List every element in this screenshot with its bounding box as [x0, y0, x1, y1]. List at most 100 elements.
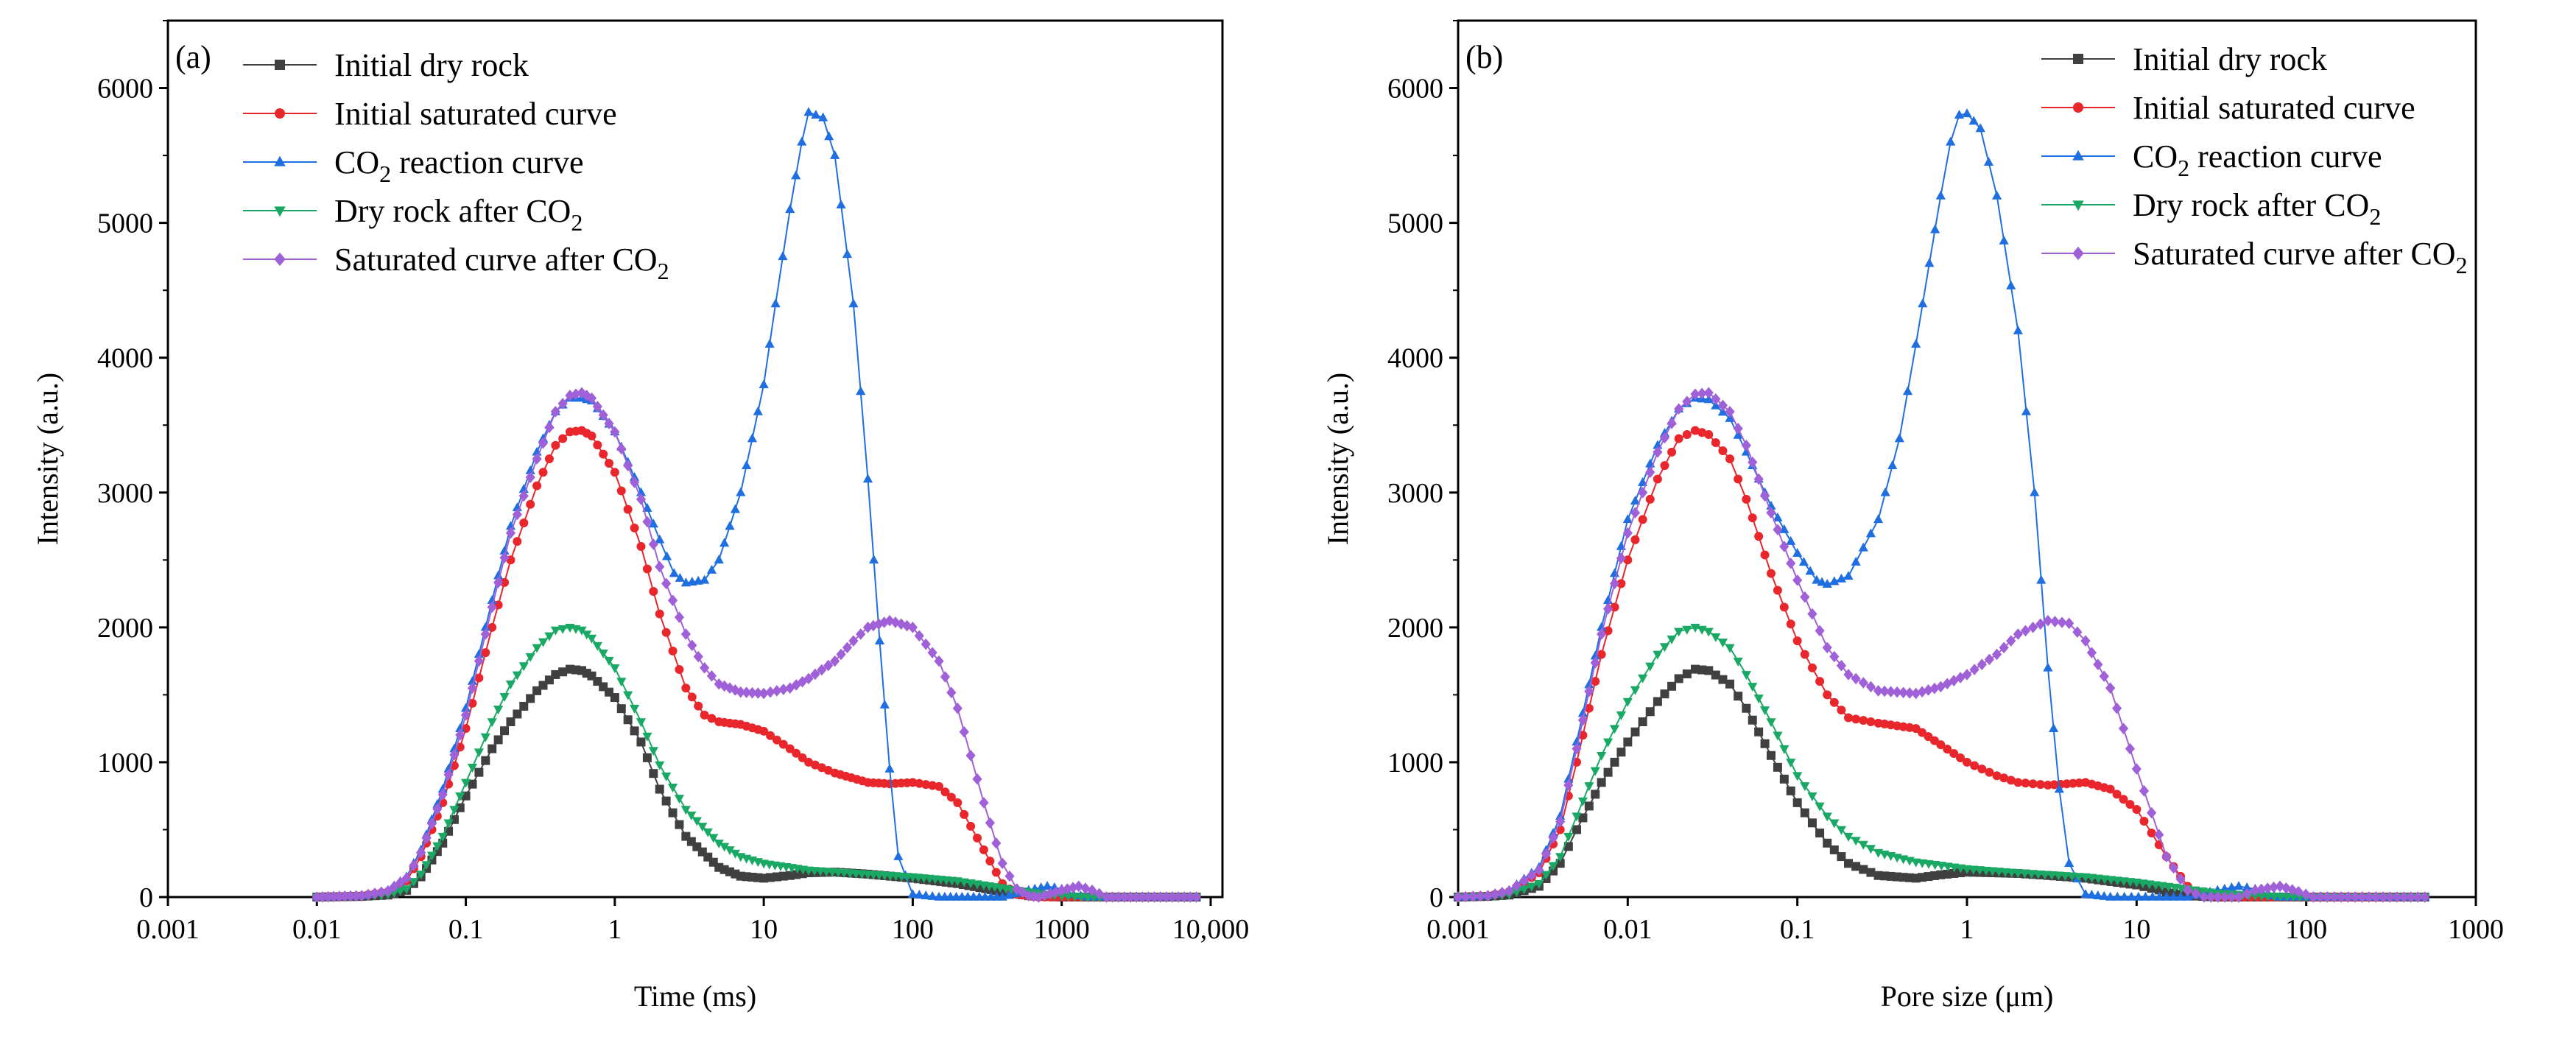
- data-point: [1766, 507, 1776, 519]
- data-point: [1734, 692, 1743, 701]
- data-point: [598, 649, 608, 658]
- data-point: [1786, 619, 1795, 629]
- x-tick-label: 0.1: [1780, 914, 1815, 945]
- data-point: [642, 753, 652, 762]
- y-tick-label: 1000: [1387, 748, 1443, 778]
- data-point: [455, 803, 465, 812]
- data-point: [616, 678, 627, 687]
- data-point: [714, 555, 724, 564]
- data-point: [655, 609, 664, 619]
- data-point: [655, 560, 665, 573]
- data-point: [610, 468, 619, 477]
- data-point: [1630, 507, 1641, 519]
- data-point: [1076, 893, 1087, 902]
- series-4: [1453, 624, 2430, 903]
- legend-entry: Dry rock after CO2: [2041, 187, 2381, 230]
- data-point: [2399, 891, 2409, 903]
- data-point: [1879, 685, 1890, 697]
- data-point: [1674, 434, 1683, 443]
- legend-label-subscript: 2: [571, 209, 583, 236]
- data-point: [2099, 670, 2109, 683]
- data-point: [1977, 658, 1987, 670]
- x-tick-label: 0.001: [136, 914, 200, 945]
- data-point: [2049, 780, 2059, 790]
- data-point: [893, 851, 904, 860]
- data-point: [1748, 715, 1757, 725]
- data-point: [481, 756, 490, 765]
- data-point: [2021, 778, 2030, 788]
- data-point: [1718, 675, 1728, 684]
- data-point: [1866, 717, 1876, 726]
- data-point: [700, 661, 710, 674]
- data-point: [687, 692, 697, 702]
- data-point: [1653, 446, 1663, 458]
- legend-label-main: CO: [334, 144, 379, 180]
- data-point: [668, 646, 678, 655]
- data-point: [1800, 650, 1809, 659]
- data-point: [1630, 496, 1641, 505]
- data-point: [1844, 713, 1854, 723]
- data-point: [730, 684, 741, 696]
- data-point: [468, 779, 477, 789]
- data-point: [2191, 887, 2201, 900]
- data-point: [785, 682, 795, 695]
- data-point: [532, 453, 542, 465]
- data-point: [1597, 628, 1607, 640]
- data-point: [2086, 647, 2097, 658]
- data-point: [474, 748, 484, 758]
- data-point: [1682, 430, 1692, 440]
- data-point: [2053, 871, 2063, 881]
- data-point: [772, 735, 781, 745]
- data-point: [2147, 806, 2157, 819]
- data-point: [1717, 639, 1728, 648]
- data-point: [376, 886, 387, 899]
- data-point: [1844, 859, 1854, 868]
- data-point: [616, 443, 627, 455]
- data-point: [868, 555, 879, 564]
- data-point: [409, 860, 419, 871]
- data-point: [1812, 574, 1822, 584]
- data-point: [1616, 711, 1627, 721]
- data-point: [1028, 890, 1039, 902]
- data-point: [1577, 708, 1588, 717]
- data-point: [1590, 650, 1600, 660]
- data-point: [1807, 818, 1817, 828]
- data-point: [421, 861, 432, 871]
- data-point: [2336, 891, 2346, 903]
- data-point: [2105, 891, 2116, 901]
- data-point: [1504, 885, 1514, 897]
- data-point: [1807, 792, 1817, 801]
- data-point: [1519, 874, 1530, 887]
- data-point: [2013, 869, 2023, 879]
- legend-entry: Initial dry rock: [2041, 41, 2327, 77]
- data-point: [700, 710, 709, 720]
- data-point: [1191, 891, 1201, 903]
- data-point: [544, 421, 555, 434]
- data-point: [1577, 714, 1588, 726]
- data-point: [1970, 761, 1979, 770]
- data-point: [2028, 622, 2038, 633]
- data-point: [2086, 890, 2097, 899]
- data-point: [1185, 891, 1195, 903]
- data-point: [1603, 626, 1613, 636]
- data-point: [437, 832, 448, 842]
- data-point: [1734, 474, 1743, 484]
- data-point: [1993, 868, 2004, 877]
- data-point: [836, 200, 846, 209]
- data-point: [1792, 636, 1802, 646]
- data-point: [1659, 643, 1670, 653]
- data-point: [1822, 579, 1832, 588]
- data-point: [2350, 891, 2360, 903]
- data-point: [1829, 819, 1840, 829]
- legend-marker: [274, 206, 286, 217]
- data-point: [2064, 617, 2074, 630]
- data-point: [1851, 837, 1861, 846]
- data-point: [532, 481, 542, 491]
- data-point: [587, 431, 597, 440]
- data-point: [2006, 280, 2016, 289]
- data-point: [1602, 738, 1613, 748]
- data-point: [811, 109, 821, 119]
- data-point: [1131, 891, 1141, 903]
- data-point: [2132, 805, 2142, 814]
- data-point: [1815, 802, 1825, 812]
